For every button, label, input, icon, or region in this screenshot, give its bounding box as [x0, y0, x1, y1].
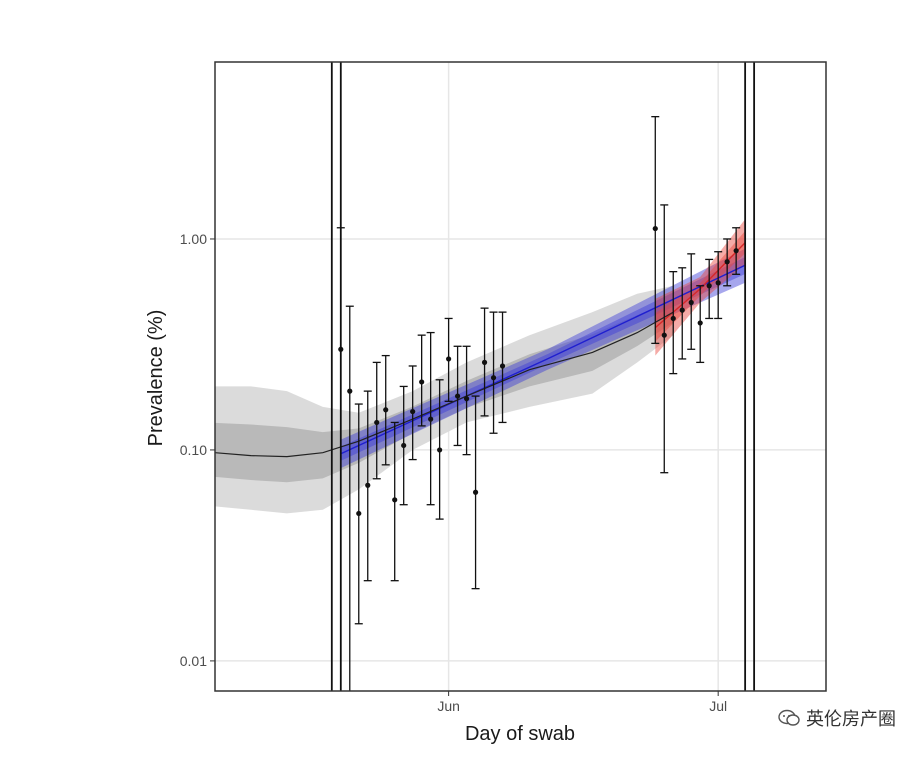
data-point — [437, 447, 443, 453]
data-point — [697, 320, 703, 326]
data-point — [652, 225, 658, 232]
data-point — [688, 299, 694, 306]
data-point — [733, 248, 739, 254]
y-tick-label: 0.01 — [180, 653, 207, 669]
blue-fit-inner-band — [340, 257, 746, 461]
data-point — [661, 332, 667, 338]
data-point — [374, 419, 380, 426]
data-point — [463, 396, 470, 402]
axis-ticks: 0.01 0.10 1.00 Jun Jul — [180, 231, 727, 714]
blue-fit-band — [340, 248, 746, 469]
data-point — [670, 315, 676, 322]
wechat-bubble-icon — [778, 709, 800, 726]
data-point — [679, 307, 685, 313]
data-point — [338, 346, 344, 352]
y-tick-label: 0.10 — [180, 442, 207, 458]
watermark-text: 英伦房产圈 — [806, 709, 896, 730]
x-tick-label: Jun — [437, 698, 460, 714]
panel-border — [214, 61, 827, 692]
data-point — [499, 363, 506, 369]
data-point — [706, 283, 712, 289]
smooth-fit-inner-band — [215, 300, 674, 483]
data-point — [472, 489, 479, 495]
data-point — [446, 356, 452, 362]
y-tick-label: 1.00 — [180, 231, 207, 247]
data-point — [715, 280, 721, 286]
data-points — [336, 116, 741, 691]
data-point — [356, 510, 362, 517]
x-axis-title: Day of swab — [465, 723, 575, 745]
data-point — [428, 416, 434, 422]
x-tick-label: Jul — [709, 698, 727, 714]
data-point — [392, 497, 398, 503]
watermark: 英伦房产圈 — [778, 705, 896, 731]
data-point — [347, 388, 353, 394]
data-point — [401, 442, 407, 449]
data-point — [410, 408, 416, 415]
data-point — [383, 407, 389, 413]
data-point — [724, 259, 730, 265]
data-point — [481, 359, 488, 365]
data-point — [455, 393, 461, 399]
y-axis-title: Prevalence (%) — [145, 310, 167, 447]
blue-fit-line — [340, 264, 746, 455]
data-point — [365, 482, 371, 488]
confidence-bands — [215, 219, 746, 514]
data-point — [419, 379, 425, 385]
data-point — [490, 375, 497, 381]
